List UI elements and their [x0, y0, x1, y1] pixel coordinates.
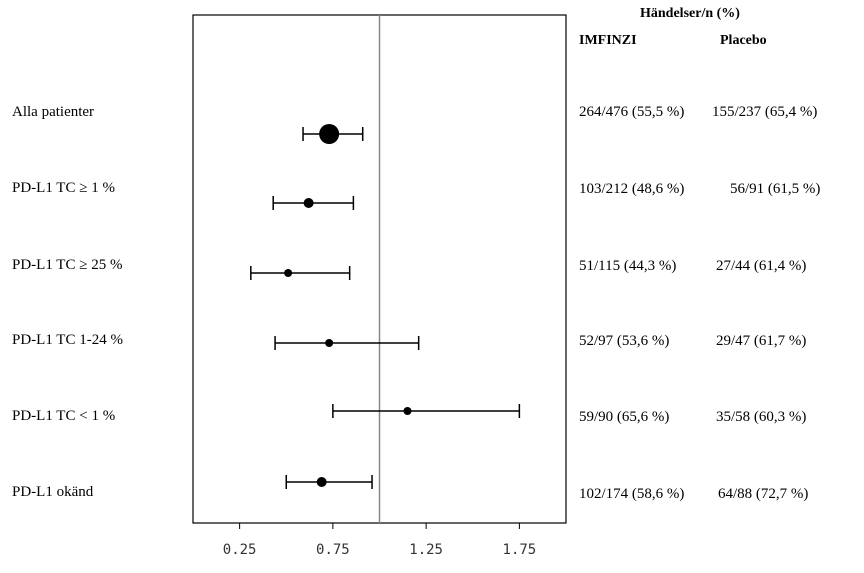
imfinzi-value: 52/97 (53,6 %)	[579, 333, 670, 349]
hazard-ratio-point	[284, 269, 293, 277]
row-label-all-patients: Alla patienter	[12, 104, 95, 120]
placebo-value: 35/58 (60,3 %)	[716, 409, 807, 425]
imfinzi-value: 59/90 (65,6 %)	[579, 409, 670, 425]
events-header: Händelser/n (%)	[640, 6, 740, 21]
placebo-value: 29/47 (61,7 %)	[716, 333, 807, 349]
hazard-ratio-point	[303, 198, 314, 208]
imfinzi-value: 103/212 (48,6 %)	[579, 181, 685, 197]
hazard-ratio-point	[325, 339, 334, 347]
placebo-value: 56/91 (61,5 %)	[730, 181, 821, 197]
placebo-value: 27/44 (61,4 %)	[716, 258, 807, 274]
row-label-tc-lt1: PD-L1 TC < 1 %	[12, 408, 116, 424]
imfinzi-column-header: IMFINZI	[579, 33, 637, 48]
placebo-value: 155/237 (65,4 %)	[712, 104, 818, 120]
x-tick-label: 1.25	[409, 542, 443, 558]
row-label-tc-1-24: PD-L1 TC 1-24 %	[12, 332, 123, 348]
imfinzi-value: 102/174 (58,6 %)	[579, 486, 685, 502]
x-tick-label: 0.75	[316, 542, 350, 558]
x-tick-label: 1.75	[503, 542, 537, 558]
hazard-ratio-point	[403, 407, 412, 415]
row-label-unknown: PD-L1 okänd	[12, 484, 94, 500]
imfinzi-value: 264/476 (55,5 %)	[579, 104, 685, 120]
x-tick-label: 0.25	[223, 542, 257, 558]
row-label-tc-ge25: PD-L1 TC ≥ 25 %	[12, 257, 123, 273]
row-label-tc-ge1: PD-L1 TC ≥ 1 %	[12, 180, 115, 196]
placebo-column-header: Placebo	[720, 33, 767, 48]
hazard-ratio-point	[319, 124, 340, 144]
imfinzi-value: 51/115 (44,3 %)	[579, 258, 677, 274]
hazard-ratio-point	[316, 477, 327, 487]
placebo-value: 64/88 (72,7 %)	[718, 486, 809, 502]
